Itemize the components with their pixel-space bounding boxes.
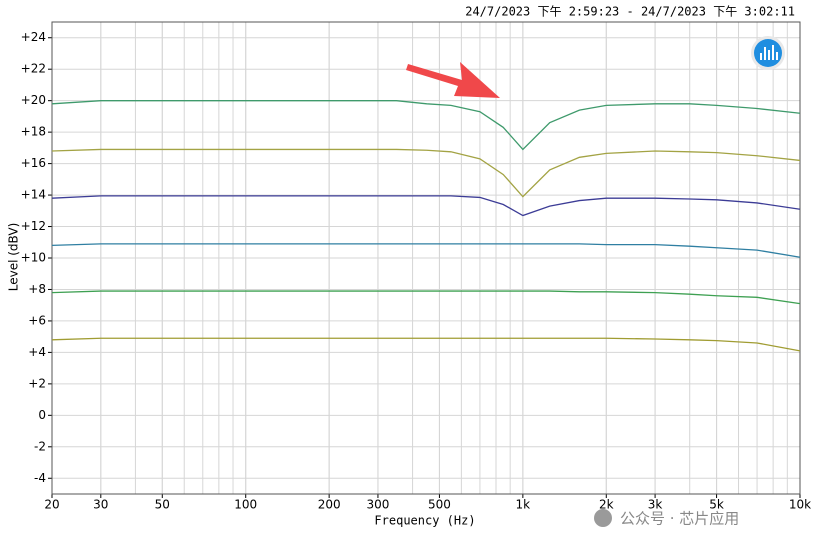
x-tick-label: 30 [93,498,108,512]
y-tick-label: +24 [21,30,46,44]
y-tick-label: +8 [28,282,46,296]
logo-bars [760,45,778,60]
series-line [51,195,801,217]
x-tick-label: 50 [155,498,170,512]
plot-area: -4 -2 0 +2 +4 +6 +8 +10 +12 +14 +16 +18 +20 +22 +24 20 3… [21,21,811,512]
series-line [51,337,801,352]
y-tick-label: +2 [28,376,46,390]
y-tick-label: +6 [28,313,46,327]
x-tick-label: 300 [366,498,389,512]
x-tick-label: 500 [428,498,451,512]
x-tick-label: 1k [516,498,531,512]
plot-border [51,21,801,495]
y-tick-label: 0 [38,408,46,422]
x-tick-label: 200 [318,498,341,512]
series-line [51,100,801,151]
x-axis-label: Frequency (Hz) [374,514,475,528]
x-tick-label: 2k [599,498,614,512]
chart-title: 24/7/2023 下午 2:59:23 - 24/7/2023 下午 3:02… [465,5,795,19]
y-tick-label: +16 [21,156,46,170]
y-tick-label: +22 [21,62,46,76]
x-tick-label: 20 [44,498,59,512]
watermark-icon [594,509,612,527]
y-tick-label: -4 [34,471,46,485]
x-tick-label: 5k [709,498,724,512]
y-tick-label: +10 [21,251,46,265]
y-tick-label: +4 [28,345,46,359]
y-tick-label: -2 [34,439,46,453]
series-line [51,148,801,198]
x-tick-label: 100 [234,498,257,512]
x-tick-label: 10k [789,498,811,512]
y-tick-label: +20 [21,93,46,107]
x-tick-label: 3k [648,498,663,512]
series-line [51,243,801,258]
y-axis-label: Level (dBV) [7,223,21,292]
watermark: 公众号 · 芯片应用 [620,510,739,528]
arrow [406,62,500,98]
y-tick-label: +18 [21,125,46,139]
series-line [51,290,801,305]
y-tick-label: +12 [21,219,46,233]
y-tick-label: +14 [21,188,46,202]
